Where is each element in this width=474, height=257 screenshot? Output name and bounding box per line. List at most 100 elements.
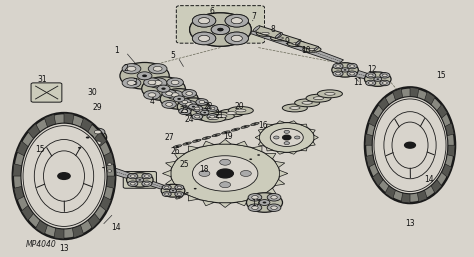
Circle shape [195, 115, 200, 118]
Circle shape [177, 98, 181, 100]
Ellipse shape [231, 128, 240, 131]
Circle shape [205, 137, 208, 139]
Circle shape [231, 35, 242, 41]
Circle shape [383, 74, 387, 77]
Polygon shape [289, 151, 297, 154]
Ellipse shape [275, 34, 281, 38]
Ellipse shape [210, 112, 234, 120]
Circle shape [347, 71, 357, 76]
Polygon shape [100, 196, 111, 211]
Circle shape [102, 167, 104, 168]
Circle shape [74, 141, 81, 145]
Circle shape [207, 114, 218, 120]
Circle shape [172, 190, 174, 191]
Ellipse shape [251, 123, 259, 125]
Circle shape [85, 141, 91, 145]
Circle shape [241, 163, 244, 164]
Ellipse shape [292, 43, 300, 45]
Ellipse shape [223, 170, 230, 174]
Circle shape [148, 78, 167, 88]
Ellipse shape [253, 26, 260, 31]
Circle shape [199, 100, 205, 104]
Text: 10: 10 [301, 45, 310, 55]
FancyBboxPatch shape [176, 6, 264, 43]
Polygon shape [254, 26, 282, 39]
Text: 13: 13 [59, 243, 69, 253]
Ellipse shape [256, 31, 274, 36]
Polygon shape [64, 113, 74, 124]
Circle shape [148, 64, 167, 74]
Circle shape [267, 204, 281, 212]
Polygon shape [378, 97, 389, 111]
Ellipse shape [255, 153, 262, 157]
Circle shape [233, 167, 236, 168]
Circle shape [130, 182, 135, 185]
Polygon shape [266, 148, 273, 151]
Circle shape [74, 130, 81, 134]
Circle shape [267, 194, 281, 201]
Circle shape [217, 28, 224, 31]
Circle shape [82, 140, 95, 146]
Text: 3: 3 [133, 78, 137, 87]
Circle shape [167, 78, 183, 87]
Text: 26: 26 [171, 147, 180, 156]
Polygon shape [104, 152, 114, 166]
Circle shape [153, 66, 162, 71]
Circle shape [231, 35, 242, 41]
Ellipse shape [202, 136, 211, 140]
Circle shape [171, 93, 179, 97]
Circle shape [161, 184, 185, 197]
Circle shape [186, 103, 192, 106]
Text: 23: 23 [179, 106, 189, 115]
Circle shape [192, 14, 216, 27]
Circle shape [127, 173, 153, 187]
Circle shape [199, 35, 210, 41]
Polygon shape [36, 220, 47, 234]
Polygon shape [13, 164, 22, 176]
Polygon shape [275, 161, 285, 168]
Circle shape [144, 90, 160, 99]
Polygon shape [265, 188, 276, 194]
Text: 20: 20 [235, 102, 244, 111]
Circle shape [194, 188, 197, 189]
Polygon shape [310, 129, 315, 133]
Circle shape [167, 90, 183, 99]
Circle shape [219, 159, 230, 165]
Circle shape [380, 73, 390, 78]
Circle shape [182, 100, 188, 104]
Polygon shape [343, 67, 381, 82]
Circle shape [202, 184, 205, 185]
Circle shape [94, 130, 101, 134]
Circle shape [405, 142, 415, 148]
Circle shape [136, 178, 144, 182]
Circle shape [186, 92, 192, 95]
Circle shape [160, 89, 198, 109]
Circle shape [225, 14, 248, 27]
Polygon shape [368, 113, 379, 127]
Circle shape [190, 13, 251, 46]
Circle shape [69, 127, 107, 148]
Polygon shape [28, 124, 40, 139]
Ellipse shape [21, 123, 107, 229]
Circle shape [195, 140, 198, 142]
Ellipse shape [313, 97, 324, 100]
Circle shape [162, 185, 171, 190]
Circle shape [192, 32, 216, 45]
Text: 29: 29 [92, 103, 102, 113]
Circle shape [162, 90, 176, 97]
Circle shape [344, 69, 346, 71]
Polygon shape [81, 118, 92, 132]
Polygon shape [188, 195, 198, 201]
Circle shape [201, 110, 209, 115]
Circle shape [252, 196, 258, 199]
Text: 6: 6 [210, 7, 215, 16]
Circle shape [142, 181, 152, 186]
Ellipse shape [296, 40, 301, 44]
Circle shape [108, 170, 112, 172]
Circle shape [224, 132, 227, 133]
Circle shape [254, 123, 256, 125]
Polygon shape [45, 114, 55, 127]
Circle shape [219, 182, 230, 188]
Ellipse shape [365, 87, 455, 203]
Ellipse shape [191, 187, 199, 191]
